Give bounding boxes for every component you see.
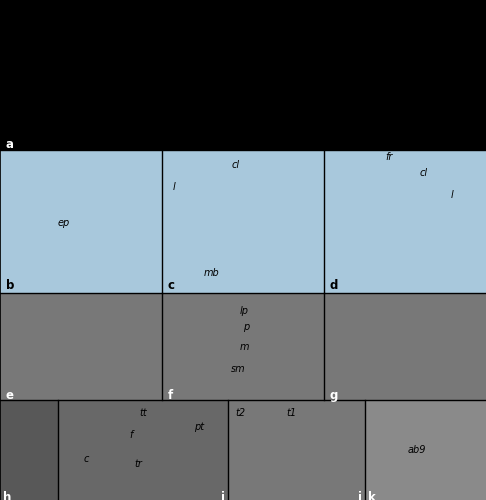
Text: i: i [221,491,225,500]
Text: k: k [368,491,376,500]
Text: p: p [243,322,249,332]
Text: tr: tr [134,459,142,469]
Bar [0,150,162,292]
Text: j: j [357,491,361,500]
Text: m: m [240,342,249,352]
Bar [162,292,324,400]
Text: e: e [6,389,14,402]
Text: cl: cl [420,168,428,177]
Text: tt: tt [139,408,147,418]
Bar [58,400,228,500]
Bar [0,292,162,400]
Text: h: h [3,491,11,500]
Text: fr: fr [385,152,393,162]
Bar [228,400,364,500]
Text: b: b [6,279,14,292]
Text: l: l [173,182,175,192]
Bar [324,292,486,400]
Bar [0,0,486,150]
Text: d: d [330,279,338,292]
Text: ab9: ab9 [407,445,426,455]
Text: sm: sm [231,364,245,374]
Text: f: f [168,389,173,402]
Text: c: c [84,454,89,464]
Text: t1: t1 [287,408,296,418]
Text: cl: cl [231,160,239,170]
Bar [324,150,486,292]
Text: a: a [6,138,14,150]
Text: c: c [168,279,174,292]
Text: pt: pt [194,422,204,432]
Text: t2: t2 [235,408,245,418]
Bar [0,400,58,500]
Text: lp: lp [240,306,249,316]
Text: g: g [330,389,338,402]
Bar [364,400,486,500]
Text: f: f [130,430,133,440]
Bar [162,150,324,292]
Text: ep: ep [57,218,69,228]
Text: mb: mb [204,268,219,278]
Text: l: l [451,190,453,200]
